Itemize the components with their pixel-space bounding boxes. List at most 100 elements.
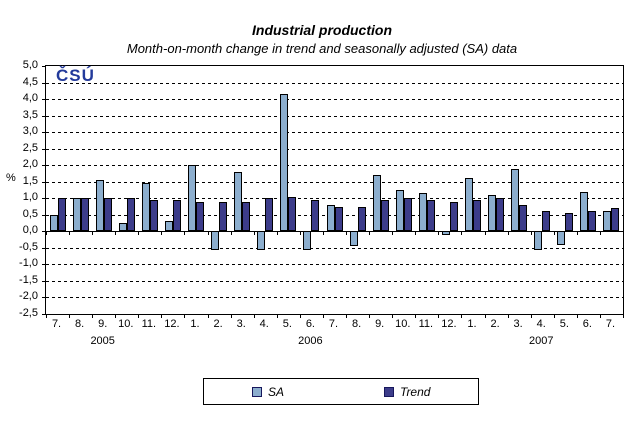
y-axis-tick bbox=[42, 165, 45, 167]
month-label: 6. bbox=[582, 318, 592, 330]
x-axis-tick bbox=[554, 232, 555, 236]
month-label: 11. bbox=[141, 318, 157, 330]
month-label: 4. bbox=[536, 318, 546, 330]
y-axis-tick-label: -1,5 bbox=[19, 273, 38, 286]
x-axis-tick bbox=[369, 232, 370, 236]
y-axis-tick bbox=[42, 297, 45, 299]
bar-trend bbox=[611, 208, 620, 232]
x-axis-tick bbox=[92, 315, 93, 318]
x-axis-tick bbox=[277, 315, 278, 318]
x-axis-tick bbox=[623, 232, 624, 236]
month-label: 9. bbox=[98, 318, 108, 330]
bar-trend bbox=[449, 201, 458, 232]
x-axis-tick bbox=[254, 232, 255, 236]
x-axis-tick bbox=[369, 315, 370, 318]
bar-trend bbox=[265, 198, 274, 232]
x-axis-tick bbox=[485, 315, 486, 318]
trend-color-swatch bbox=[384, 387, 394, 397]
bar-trend bbox=[288, 196, 297, 232]
month-label: 5. bbox=[282, 318, 292, 330]
legend: SA Trend bbox=[203, 378, 479, 405]
x-axis-tick bbox=[577, 315, 578, 318]
bar-sa bbox=[141, 183, 150, 232]
gridline bbox=[46, 115, 623, 117]
month-label: 8. bbox=[75, 318, 85, 330]
x-axis-tick bbox=[577, 232, 578, 236]
x-axis-tick bbox=[600, 315, 601, 318]
bar-trend bbox=[334, 206, 343, 232]
x-axis-tick bbox=[392, 315, 393, 318]
x-axis-tick bbox=[115, 315, 116, 318]
gridline bbox=[46, 148, 623, 150]
bar-trend bbox=[80, 198, 89, 232]
x-axis-tick bbox=[438, 232, 439, 236]
x-axis-tick bbox=[438, 315, 439, 318]
gridline bbox=[46, 82, 623, 84]
y-axis-tick-label: 4,5 bbox=[22, 75, 38, 88]
y-axis-tick-label: 2,5 bbox=[22, 141, 38, 154]
month-label: 3. bbox=[513, 318, 523, 330]
x-axis-tick bbox=[600, 232, 601, 236]
gridline bbox=[46, 280, 623, 282]
bar-trend bbox=[149, 199, 158, 232]
bar-trend bbox=[519, 204, 528, 232]
bar-sa bbox=[303, 231, 312, 250]
bar-trend bbox=[542, 211, 551, 232]
x-axis-tick bbox=[323, 232, 324, 236]
x-axis-tick bbox=[346, 315, 347, 318]
bar-sa bbox=[49, 214, 58, 232]
x-axis-tick bbox=[554, 315, 555, 318]
x-axis-tick bbox=[161, 315, 162, 318]
gridline bbox=[46, 181, 623, 183]
x-axis-tick bbox=[46, 232, 47, 236]
legend-item-trend: Trend bbox=[384, 385, 430, 399]
bar-sa bbox=[326, 204, 335, 232]
bar-trend bbox=[126, 198, 135, 232]
x-axis-tick bbox=[208, 315, 209, 318]
bar-sa bbox=[118, 223, 127, 232]
bar-trend bbox=[242, 201, 251, 232]
bar-trend bbox=[311, 199, 320, 232]
csu-logo: ČSÚ bbox=[56, 66, 95, 85]
month-label: 12. bbox=[164, 318, 180, 330]
x-axis-tick bbox=[300, 232, 301, 236]
month-label: 10. bbox=[118, 318, 134, 330]
y-axis-tick bbox=[42, 148, 45, 150]
y-axis-tick-label: 1,0 bbox=[22, 191, 38, 204]
bar-trend bbox=[57, 198, 66, 232]
x-axis-tick bbox=[115, 232, 116, 236]
month-label: 12. bbox=[441, 318, 457, 330]
gridline bbox=[46, 247, 623, 249]
x-axis-tick bbox=[415, 232, 416, 236]
bar-sa bbox=[234, 171, 243, 232]
y-axis-tick bbox=[42, 314, 45, 315]
x-axis-tick bbox=[161, 232, 162, 236]
y-axis-tick-label: 5,0 bbox=[22, 59, 38, 71]
month-label: 7. bbox=[51, 318, 62, 330]
x-axis-tick bbox=[623, 315, 624, 318]
month-label: 8. bbox=[351, 318, 362, 330]
x-axis-tick bbox=[92, 232, 93, 236]
gridline bbox=[46, 264, 623, 266]
bar-sa bbox=[372, 175, 381, 232]
zero-axis-line bbox=[46, 231, 623, 233]
y-axis-tick-label: 0,5 bbox=[22, 207, 38, 220]
x-axis-tick bbox=[277, 232, 278, 236]
x-axis-tick bbox=[300, 315, 301, 318]
month-label: 1. bbox=[467, 318, 477, 330]
y-axis-tick bbox=[42, 181, 45, 183]
x-axis-tick bbox=[508, 232, 509, 236]
legend-label-sa: SA bbox=[268, 385, 285, 399]
bar-sa bbox=[164, 221, 173, 232]
y-axis-tick bbox=[42, 264, 45, 266]
y-axis-tick bbox=[42, 198, 45, 200]
y-axis-tick-label: -1,0 bbox=[19, 257, 38, 270]
bar-trend bbox=[380, 199, 389, 232]
y-axis-tick bbox=[42, 280, 45, 282]
bar-sa bbox=[188, 165, 197, 232]
bar-sa bbox=[488, 194, 497, 232]
y-axis-tick-label: 4,0 bbox=[22, 92, 38, 105]
x-axis-tick bbox=[69, 232, 70, 236]
x-axis-tick bbox=[46, 315, 47, 318]
